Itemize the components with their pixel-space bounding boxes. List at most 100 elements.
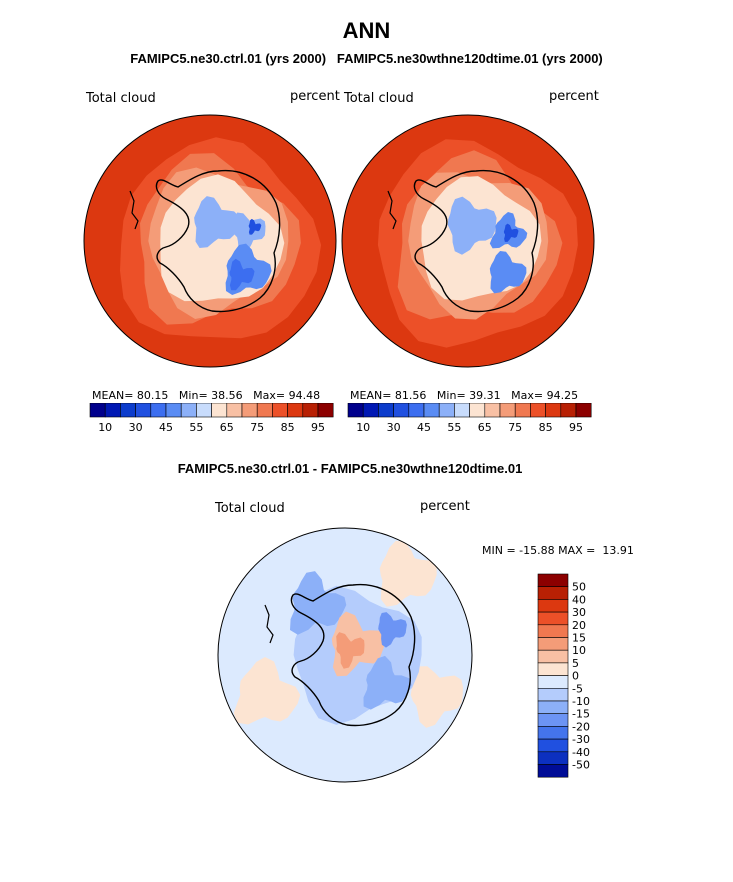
colorbar-swatch	[226, 403, 243, 418]
colorbar-swatch	[537, 726, 569, 740]
colorbar-swatch	[378, 403, 394, 418]
colorbar-tick-label: 65	[220, 421, 234, 434]
map-boundary	[83, 114, 337, 368]
colorbar-swatch	[530, 403, 546, 418]
colorbar-tick-label: 10	[98, 421, 112, 434]
colorbar-swatch	[180, 403, 197, 418]
colorbar-swatch	[537, 700, 569, 714]
colorbar-swatch	[302, 403, 319, 418]
colorbar-swatch	[347, 403, 364, 418]
colorbar-swatch	[423, 403, 440, 418]
antarctica-coastline	[290, 583, 416, 727]
colorbar-swatch	[438, 403, 455, 418]
colorbar-tick-label: 65	[478, 421, 492, 434]
diff-title: FAMIPC5.ne30.ctrl.01 - FAMIPC5.ne30wthne…	[177, 461, 523, 476]
colorbar-swatch	[537, 586, 569, 600]
colorbar-swatch	[241, 403, 258, 418]
colorbar-tick-label: 30	[572, 606, 586, 619]
colorbar-tick-label: 75	[250, 421, 264, 434]
main-title: ANN	[342, 18, 391, 43]
panel2-colorbar: 10 30 45 55 65 75 85 95	[347, 403, 592, 434]
field-contour-4	[447, 196, 497, 255]
colorbar-tick-label: -5	[572, 682, 583, 695]
colorbar-tick-label: 10	[572, 644, 586, 657]
subtitle: FAMIPC5.ne30.ctrl.01 (yrs 2000) FAMIPC5.…	[130, 51, 603, 66]
colorbar-swatch	[393, 403, 410, 418]
colorbar-tick-label: 55	[447, 421, 461, 434]
colorbar-swatch	[537, 573, 569, 587]
colorbar-tick-label: 0	[572, 670, 579, 683]
colorbar-tick-label: -50	[572, 759, 590, 772]
map-field	[84, 115, 336, 367]
colorbar-swatch	[537, 713, 569, 727]
colorbar-tick-label: 40	[572, 593, 586, 606]
colorbar-swatch	[537, 599, 569, 613]
field-contour-4	[290, 571, 347, 635]
colorbar-tick-label: -15	[572, 708, 590, 721]
colorbar-tick-label: 45	[417, 421, 431, 434]
field-contour-8	[378, 612, 407, 648]
field-contour-0	[233, 657, 301, 725]
colorbar-tick-label: 95	[569, 421, 583, 434]
colorbar-swatch	[537, 764, 569, 778]
map-field	[342, 115, 594, 367]
colorbar-swatch	[408, 403, 425, 418]
colorbar-tick-label: -30	[572, 733, 590, 746]
colorbar-swatch	[362, 403, 379, 418]
colorbar-swatch	[537, 624, 569, 638]
colorbar-swatch	[317, 403, 334, 418]
peninsula-coastline	[264, 604, 274, 644]
panel2-max-label: Max=	[511, 389, 544, 402]
field-contour-7	[363, 655, 412, 710]
colorbar-tick-label: 15	[572, 632, 586, 645]
field-contour-1	[379, 540, 437, 607]
panel1-min-value: 38.56	[211, 389, 243, 402]
colorbar-tick-label: 5	[572, 657, 579, 670]
antarctica-coastline	[413, 169, 539, 313]
colorbar-tick-label: -40	[572, 746, 590, 759]
panel1-min-label: Min=	[178, 389, 208, 402]
colorbar-swatch	[545, 403, 562, 418]
field-contour-7	[503, 223, 519, 242]
colorbar-swatch	[537, 649, 569, 664]
colorbar-tick-label: 55	[189, 421, 203, 434]
field-contour-4	[194, 196, 239, 248]
colorbar-tick-label: 50	[572, 581, 586, 594]
colorbar-swatch	[469, 403, 486, 418]
panel1-mean-value: 80.15	[136, 389, 169, 402]
colorbar-swatch	[537, 738, 569, 753]
colorbar-swatch	[537, 637, 569, 651]
colorbar-swatch	[104, 403, 121, 418]
map-boundary	[341, 114, 595, 368]
field-contour-2	[410, 666, 464, 728]
panel2-mean-label: MEAN=	[350, 389, 392, 402]
panel2-variable-label: Total cloud	[344, 91, 414, 106]
panel2-min-value: 39.31	[469, 389, 501, 402]
colorbar-swatch	[537, 611, 569, 626]
panel1-map	[83, 114, 337, 368]
panel2-map	[341, 114, 595, 368]
panel2-max-value: 94.25	[546, 389, 579, 402]
colorbar-swatch	[484, 403, 501, 418]
panel3-map	[217, 527, 473, 783]
colorbar-swatch	[454, 403, 470, 418]
colorbar-tick-label: -10	[572, 695, 590, 708]
colorbar-tick-label: 85	[539, 421, 553, 434]
colorbar-swatch	[211, 403, 228, 418]
panel2-units-label: percent	[549, 89, 599, 104]
panel3-minmax: MIN = -15.88 MAX = 13.91	[482, 544, 634, 557]
colorbar-tick-label: 30	[387, 421, 401, 434]
colorbar-swatch	[537, 662, 569, 676]
colorbar-tick-label: 75	[508, 421, 522, 434]
panel1-colorbar: 10 30 45 55 65 75 85 95	[89, 403, 334, 434]
colorbar-swatch	[575, 403, 592, 418]
colorbar-swatch	[537, 751, 569, 765]
map-boundary	[217, 527, 473, 783]
panel1-max-value: 94.48	[288, 389, 321, 402]
colorbar-swatch	[120, 403, 136, 418]
panel1-units-label: percent	[290, 89, 340, 104]
antarctica-coastline	[155, 169, 281, 313]
panel1-mean-label: MEAN=	[92, 389, 134, 402]
panel1-max-label: Max=	[253, 389, 286, 402]
